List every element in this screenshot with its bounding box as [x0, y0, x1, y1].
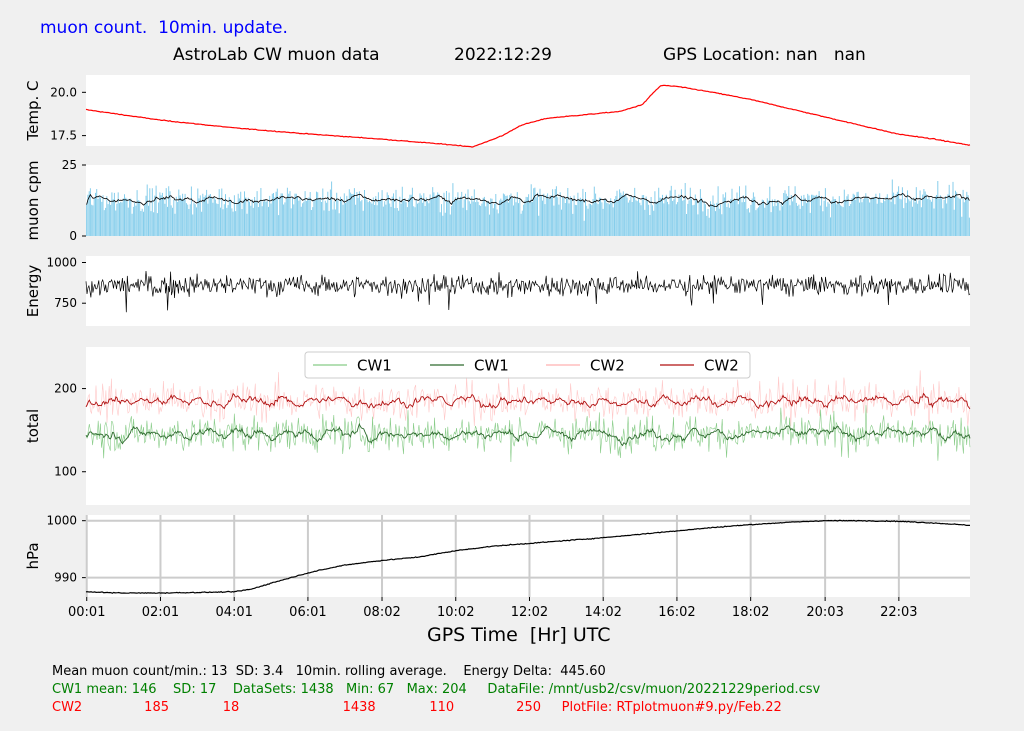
temp-y-axis-label: Temp. C: [24, 81, 42, 142]
footer-cw1-line: CW1 mean: 146 SD: 17 DataSets: 1438 Min:…: [52, 682, 821, 697]
cw2-average-line: [85, 392, 971, 410]
legend-box: [304, 351, 751, 379]
x-tick-label: 00:01: [68, 605, 105, 620]
total-y-axis-label: total: [24, 409, 42, 443]
energy-y-axis-label: Energy: [24, 265, 42, 318]
x-tick-label: 18:02: [732, 605, 769, 620]
cw1-raw-line: [85, 405, 971, 463]
panel-temp: 17.5 20.0 Temp. C: [24, 75, 971, 148]
total-ytick-label: 200: [54, 382, 77, 396]
legend-label-3: CW2: [590, 357, 625, 375]
energy-ytick-label: 1000: [46, 256, 77, 270]
x-tick-label: 08:02: [363, 605, 400, 620]
total-ytick-label: 100: [54, 465, 77, 479]
x-tick-label: 02:01: [142, 605, 179, 620]
muon-plot-area: [86, 165, 970, 236]
temp-plot-area: [86, 75, 970, 146]
x-tick-label: 10:02: [437, 605, 474, 620]
energy-ytick-label: 750: [54, 296, 77, 310]
panel-pressure: 990 1000 hPa 00:01 02:01 04:01 06:01 08:02 10:02…: [24, 514, 970, 620]
chart-title: AstroLab CW muon data: [173, 45, 380, 65]
pressure-ytick-label: 990: [54, 571, 77, 585]
top-label: muon count. 10min. update.: [40, 18, 288, 38]
muon-ytick-label: 25: [62, 158, 77, 172]
legend-label-2: CW1: [474, 357, 509, 375]
energy-series-line: [85, 270, 971, 313]
temp-ytick-label: 17.5: [50, 129, 77, 143]
cw1-average-line: [85, 422, 971, 447]
pressure-y-axis-label: hPa: [24, 542, 42, 569]
footer-stats-line: Mean muon count/min.: 13 SD: 3.4 10min. …: [52, 664, 606, 679]
pressure-ytick-label: 1000: [46, 514, 77, 528]
temp-series-line: [85, 84, 971, 148]
legend-label-1: CW1: [357, 357, 392, 375]
total-legend: CW1 CW1 CW2 CW2: [304, 351, 751, 379]
footer-cw2-line: CW2 185 18 1438 110 250 PlotFile: RTplot…: [52, 700, 782, 715]
muon-ytick-label: 0: [69, 229, 77, 243]
temp-ytick-label: 20.0: [50, 85, 77, 99]
panel-muon: 0 25 muon cpm: [24, 158, 970, 243]
legend-label-4: CW2: [704, 357, 739, 375]
energy-plot-area: [86, 256, 970, 326]
muon-y-axis-label: muon cpm: [24, 161, 42, 241]
chart-title-gps: GPS Location: nan nan: [663, 45, 866, 65]
panel-energy: 750 1000 Energy: [24, 256, 971, 326]
x-tick-label: 20:03: [806, 605, 843, 620]
x-tick-label: 06:01: [289, 605, 326, 620]
x-tick-label: 14:02: [584, 605, 621, 620]
pressure-series-line: [85, 519, 970, 594]
cw2-raw-line: [85, 370, 971, 428]
x-tick-label: 12:02: [511, 605, 548, 620]
x-axis-label: GPS Time [Hr] UTC: [427, 624, 611, 646]
muon-rolling-average-line: [86, 193, 970, 208]
pressure-plot-area: [86, 515, 970, 597]
chart-title-date: 2022:12:29: [454, 45, 552, 65]
x-tick-label: 04:01: [215, 605, 252, 620]
x-tick-label: 22:03: [880, 605, 917, 620]
panel-total: 100 200 total CW1 CW1 CW2 CW2: [24, 347, 971, 505]
muon-count-bars: [86, 179, 970, 236]
x-tick-label: 16:02: [658, 605, 695, 620]
